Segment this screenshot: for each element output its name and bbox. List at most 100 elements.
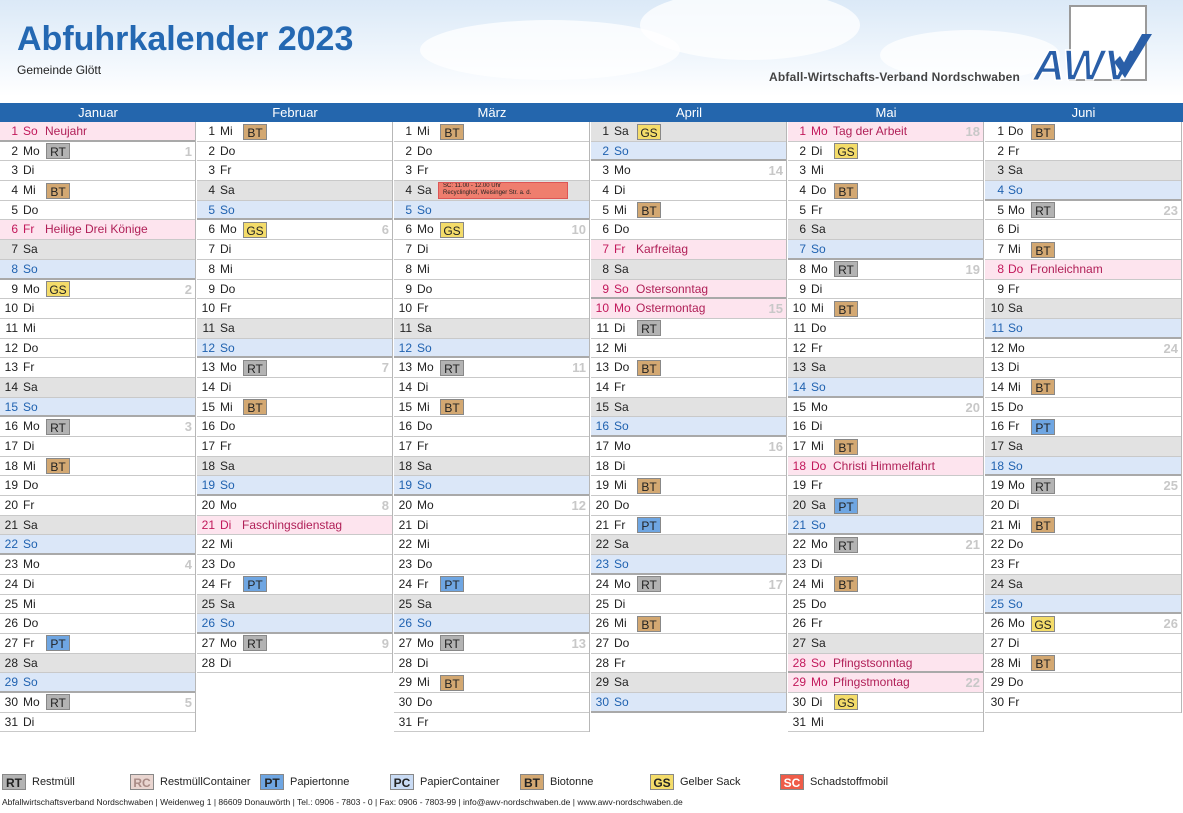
day-number: 6 [997,222,1004,237]
collection-badge: GS [834,143,858,160]
week-number: 15 [768,301,783,317]
day-number: 4 [997,183,1004,198]
week-number: 17 [768,576,783,592]
day-number: 18 [792,458,806,473]
weekday: Fr [1008,557,1020,572]
day-row: 26 Mi BT [591,614,786,634]
weekday: Fr [811,340,823,355]
day-row: 13 Do BT [591,358,786,378]
day-row: 6 Fr Heilige Drei Könige [0,220,195,241]
weekday: Fr [220,163,232,178]
weekday: Do [614,498,630,513]
week-number: 4 [184,557,192,573]
day-row: 7 Di [394,240,589,260]
weekday: Sa [614,399,629,414]
day-number: 2 [11,143,18,158]
weekday: Mo [614,163,631,178]
day-row: 21 Mi BT [985,516,1181,536]
weekday: Di [1008,498,1020,513]
weekday: So [1008,596,1023,611]
day-number: 6 [799,222,806,237]
legend-label: Restmüll [32,776,75,788]
weekday: So [23,399,38,414]
day-number: 17 [201,439,215,453]
day-row: 31 Fr [394,713,589,733]
day-number: 22 [4,537,18,552]
day-row: 20 Fr [0,496,195,516]
weekday: So [614,281,629,296]
collection-badge: GS [46,281,70,297]
day-row: 16 Do [394,417,589,437]
day-row: 21 Di [394,516,589,536]
day-number: 8 [799,261,806,276]
day-number: 5 [405,202,412,217]
collection-badge: RT [637,320,661,337]
day-row: 19 So [197,476,392,497]
weekday: Mo [614,576,631,591]
day-number: 20 [595,498,609,513]
day-row: 30 Di GS [788,693,983,713]
weekday: Mi [417,124,430,138]
day-number: 8 [602,261,609,276]
weekday: Mo [220,635,237,650]
weekday: Mo [417,498,434,513]
weekday: Fr [417,439,429,453]
day-row: 17 Di [0,437,195,457]
day-number: 3 [405,163,412,178]
month-header: März [477,105,507,120]
day-row: 25 So [985,594,1181,615]
weekday: Di [417,242,429,257]
day-number: 22 [792,537,806,552]
legend-item: PC PapierContainer [390,773,500,791]
day-row: 11 Sa [394,318,589,339]
weekday: Mo [1008,202,1025,217]
day-number: 1 [799,124,806,138]
weekday: Mi [1008,517,1021,532]
weekday: Do [614,222,630,237]
legend-badge: RT [2,774,26,791]
day-row: 11 So [985,318,1181,339]
day-row: 5 So [197,200,392,221]
weekday: Di [417,379,429,394]
day-number: 23 [990,557,1004,572]
day-number: 7 [405,242,412,257]
sc-note-line: SC: 11.00 - 12.00 Uhr [443,183,501,190]
weekday: Fr [23,360,35,375]
weekday: Fr [1008,143,1020,158]
schadstoffmobil-note: SC: 11.00 - 12.00 Uhr Recyclinghof, Weisi… [438,182,568,200]
day-row: 14 Di [394,378,589,398]
day-number: 1 [997,124,1004,138]
footer-contact: Abfallwirtschaftsverband Nordschwaben | … [2,797,683,807]
day-number: 10 [595,301,609,316]
day-row: 14 Mi BT [985,378,1181,398]
weekday: So [417,616,432,631]
day-row: 20 Do [591,496,786,516]
sc-note-line: Recyclinghof, Weisinger Str. a. d. [443,190,532,197]
day-row: 21 Sa [0,515,195,536]
weekday: Mi [614,478,627,493]
day-number: 27 [990,635,1004,650]
weekday: Do [23,478,39,493]
day-row: 10 Mo Ostermontag 15 [591,299,786,319]
collection-badge: RT [440,635,464,652]
day-row: 29 So [0,673,195,693]
day-number: 12 [990,340,1004,355]
day-row: 3 Mo 14 [591,161,786,182]
day-number: 28 [792,655,806,670]
month-column: 1 Mi BT 2 Do 3 Fr 4 Sa SC: 11.00 - 12.00 Uhr Recyc… [394,122,590,733]
day-row: 12 Fr [788,339,983,359]
weekday: Sa [23,379,38,394]
day-row: 10 Sa [985,299,1181,319]
weekday: So [23,124,38,138]
legend-label: Gelber Sack [680,776,741,788]
weekday: Fr [417,301,429,316]
day-number: 13 [990,360,1004,375]
weekday: Do [220,419,236,434]
day-row: 4 Mi BT [0,181,195,201]
collection-badge: PT [1031,418,1055,435]
day-row: 23 So [591,555,786,575]
day-number: 20 [990,498,1004,513]
weekday: Mi [417,399,430,414]
weekday: Mi [23,596,36,611]
day-number: 5 [799,202,806,217]
